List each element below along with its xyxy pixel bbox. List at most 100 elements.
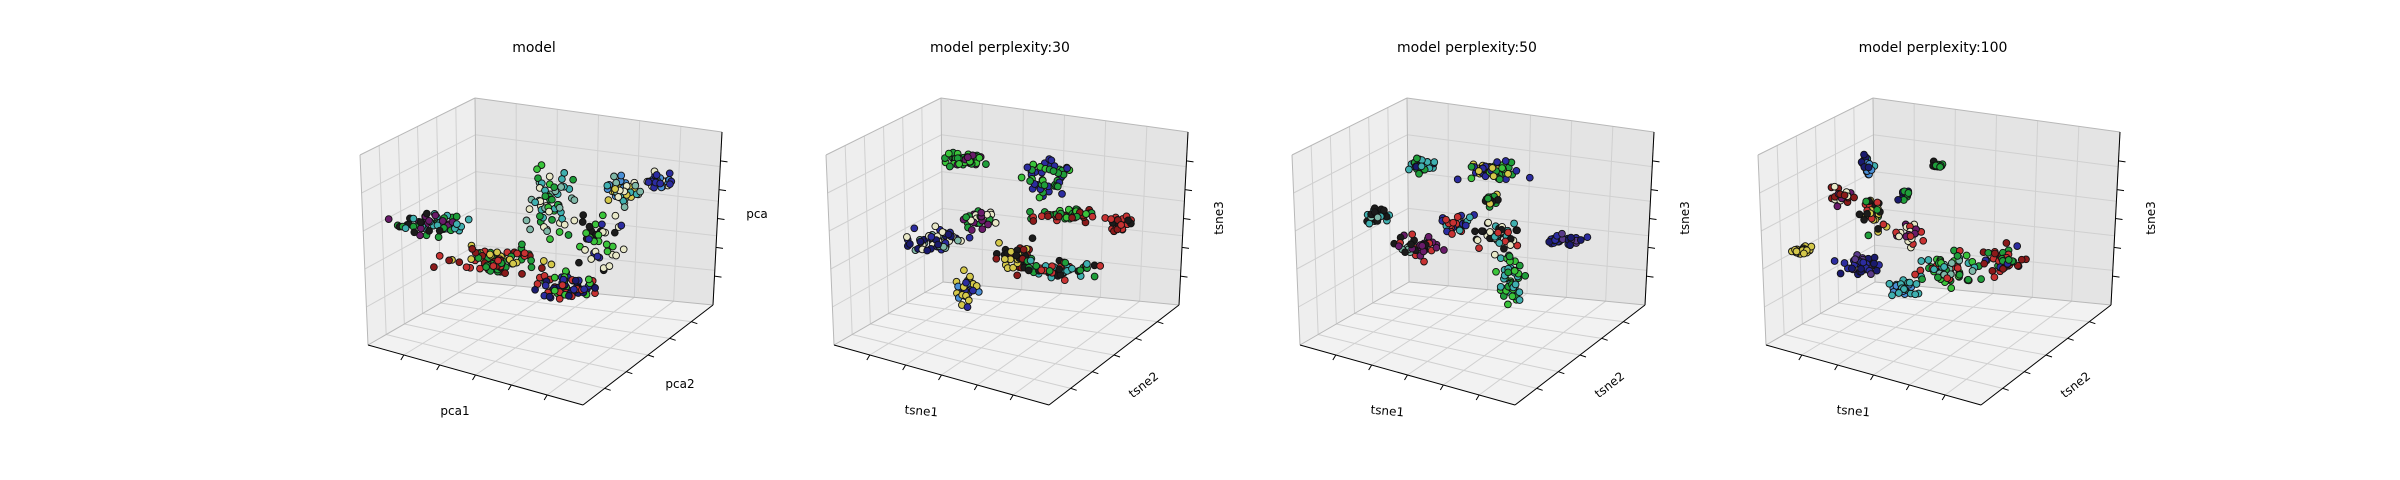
scatter-point [1911, 290, 1920, 299]
scatter-point [1418, 241, 1427, 250]
scatter-point [1864, 231, 1873, 240]
scatter-point [1879, 220, 1888, 229]
scatter-point [1977, 275, 1985, 283]
grid-line [1802, 323, 2025, 373]
z-axis-label: tsne3 [2144, 201, 2158, 235]
scatter-point [1076, 266, 1085, 275]
grid-line [404, 323, 627, 373]
scatter-point [1512, 166, 1521, 175]
scatter-point [636, 187, 645, 196]
grid-line [1874, 207, 2115, 237]
scatter-point [1088, 212, 1097, 221]
scatter-point [555, 294, 564, 303]
grid-line [440, 302, 670, 339]
scatter-point [489, 262, 498, 270]
grid-line [555, 109, 558, 290]
x-tick [1870, 374, 1874, 381]
scatter-point [425, 227, 433, 235]
back-right-pane [1407, 98, 1654, 305]
scatter-point [977, 208, 986, 217]
y-tick [669, 337, 676, 341]
scatter-point [1054, 212, 1063, 221]
scatter-point [1525, 173, 1534, 182]
grid-line [1760, 171, 1875, 232]
scatter-point [1405, 165, 1413, 174]
scatter-point [602, 240, 611, 249]
scatter-point [1870, 259, 1878, 268]
y-tick [1579, 354, 1587, 358]
grid-line [1372, 302, 1602, 339]
scatter-point [1117, 221, 1125, 229]
x-tick [1439, 384, 1444, 391]
scatter-point [1040, 181, 1049, 190]
scatter-point [604, 196, 613, 204]
scatter-point [665, 169, 674, 178]
subplot-model: model pca1 pca2 pca [359, 40, 768, 418]
scatter-point [612, 251, 620, 260]
z-tick [1649, 218, 1657, 220]
scatter-point [964, 296, 973, 305]
scatter-point [416, 218, 425, 227]
x-tick [1368, 364, 1373, 371]
scatter-point [1955, 270, 1964, 279]
scatter-point [1988, 267, 1997, 275]
scatter-point [1515, 296, 1524, 304]
grid-line [921, 107, 926, 293]
scatter-point [656, 179, 665, 188]
scatter-point [527, 256, 535, 265]
scatter-point [1859, 258, 1868, 267]
scatter-point [963, 153, 972, 162]
scatter-point [982, 160, 990, 168]
grid-line [2031, 120, 2039, 298]
x-tick [902, 364, 907, 371]
scatter-point [501, 269, 509, 278]
scatter-point [1851, 255, 1859, 264]
y-axis-label: pca2 [665, 377, 694, 391]
scatter-point [962, 213, 970, 222]
scatter-point [464, 215, 473, 224]
scatter-point [598, 220, 606, 229]
grid-line [1349, 126, 1355, 314]
grid-line [1815, 126, 1821, 314]
scatter-point [984, 220, 992, 229]
scatter-point [410, 228, 419, 237]
grid-line [828, 171, 943, 232]
z-tick [1181, 246, 1190, 249]
x-axis-label: tsne1 [1836, 403, 1871, 420]
scatter-point [1894, 289, 1903, 297]
scatter-point [1467, 162, 1476, 171]
scatter-point [531, 285, 539, 294]
scatter-point [1019, 245, 1028, 254]
scatter-point [2017, 255, 2026, 264]
z-tick [2115, 218, 2123, 220]
scatter-point [1068, 213, 1076, 222]
grid-line [844, 145, 853, 335]
scatter-point [564, 231, 573, 239]
floor-pane [1766, 282, 2111, 405]
scatter-point [1058, 190, 1066, 198]
scatter-point [1836, 269, 1845, 278]
x-tick [866, 354, 871, 361]
back-left-pane [1758, 98, 1875, 345]
scatter-point [569, 175, 577, 184]
grid-line [475, 134, 721, 168]
scatter-point [916, 237, 925, 246]
grid-line [830, 207, 943, 270]
scatter-point [1912, 280, 1921, 288]
x-axis-label: tsne1 [1370, 403, 1405, 420]
scatter-point [1840, 259, 1849, 267]
scatter-point [580, 285, 588, 294]
grid-line [1605, 126, 1614, 302]
scatter-point [1566, 241, 1574, 249]
pane-edge [1757, 97, 1874, 156]
scatter-point [452, 220, 461, 228]
y-tick [1070, 387, 1077, 391]
grid-line [1387, 107, 1392, 293]
scatter-point [1049, 167, 1058, 175]
grid-line [1294, 171, 1409, 232]
scatter-point [545, 292, 554, 301]
scatter-point [430, 263, 438, 271]
scatter-point [557, 183, 565, 191]
scatter-point [593, 252, 602, 261]
pane-edge [1299, 281, 1410, 346]
